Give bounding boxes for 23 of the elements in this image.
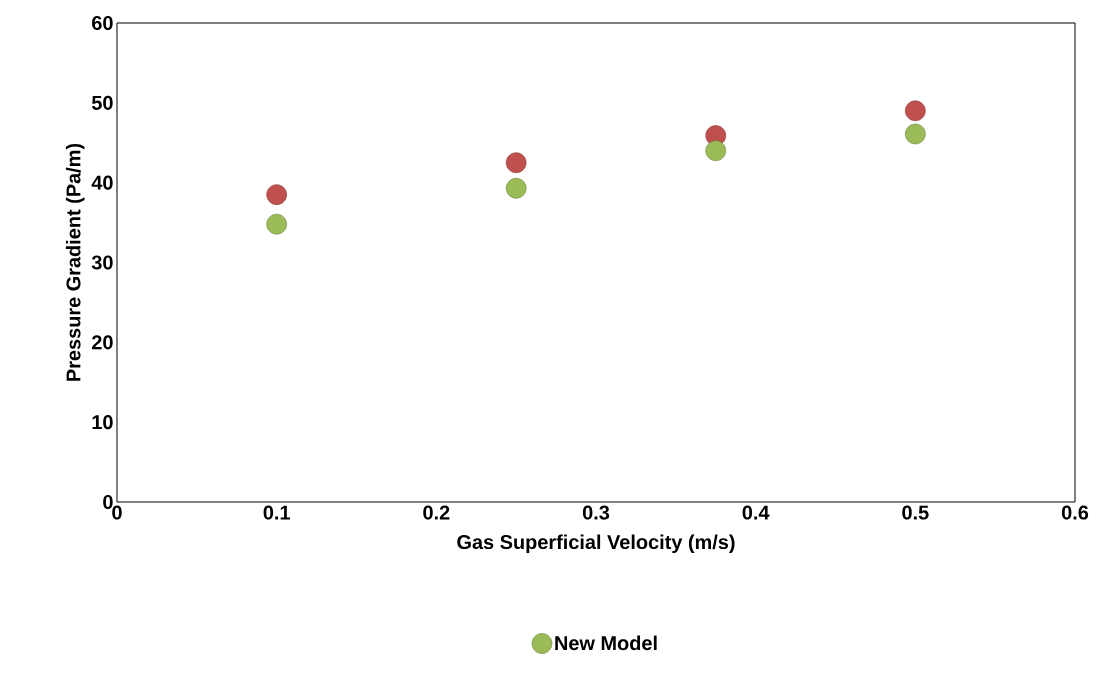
x-tick-label: 0.6 [1061, 505, 1089, 520]
y-tick-label: 30 [91, 255, 113, 270]
point [266, 213, 287, 235]
x-tick-label: 0.4 [742, 505, 770, 520]
y-tick-label: 0 [103, 494, 113, 510]
point [266, 184, 287, 205]
point [905, 123, 926, 145]
y-axis-title: Pressure Gradient (Pa/m) [65, 143, 85, 381]
x-axis-title: Gas Superficial Velocity (m/s) [457, 534, 735, 554]
y-tick-label: 40 [91, 175, 113, 190]
legend-label: New Model [555, 635, 657, 651]
y-tick-label: 50 [91, 95, 113, 110]
y-tick-label: 10 [92, 415, 113, 430]
point [505, 152, 527, 174]
point [705, 140, 727, 162]
x-tick-label: 0.2 [423, 505, 450, 520]
point [905, 100, 926, 122]
x-tick-label: 0.3 [582, 505, 610, 520]
y-tick-label: 20 [92, 335, 113, 350]
y-tick-label: 60 [92, 15, 113, 31]
x-tick-label: 0.1 [263, 505, 290, 520]
x-tick-label: 0.5 [902, 505, 929, 520]
point [505, 177, 527, 199]
